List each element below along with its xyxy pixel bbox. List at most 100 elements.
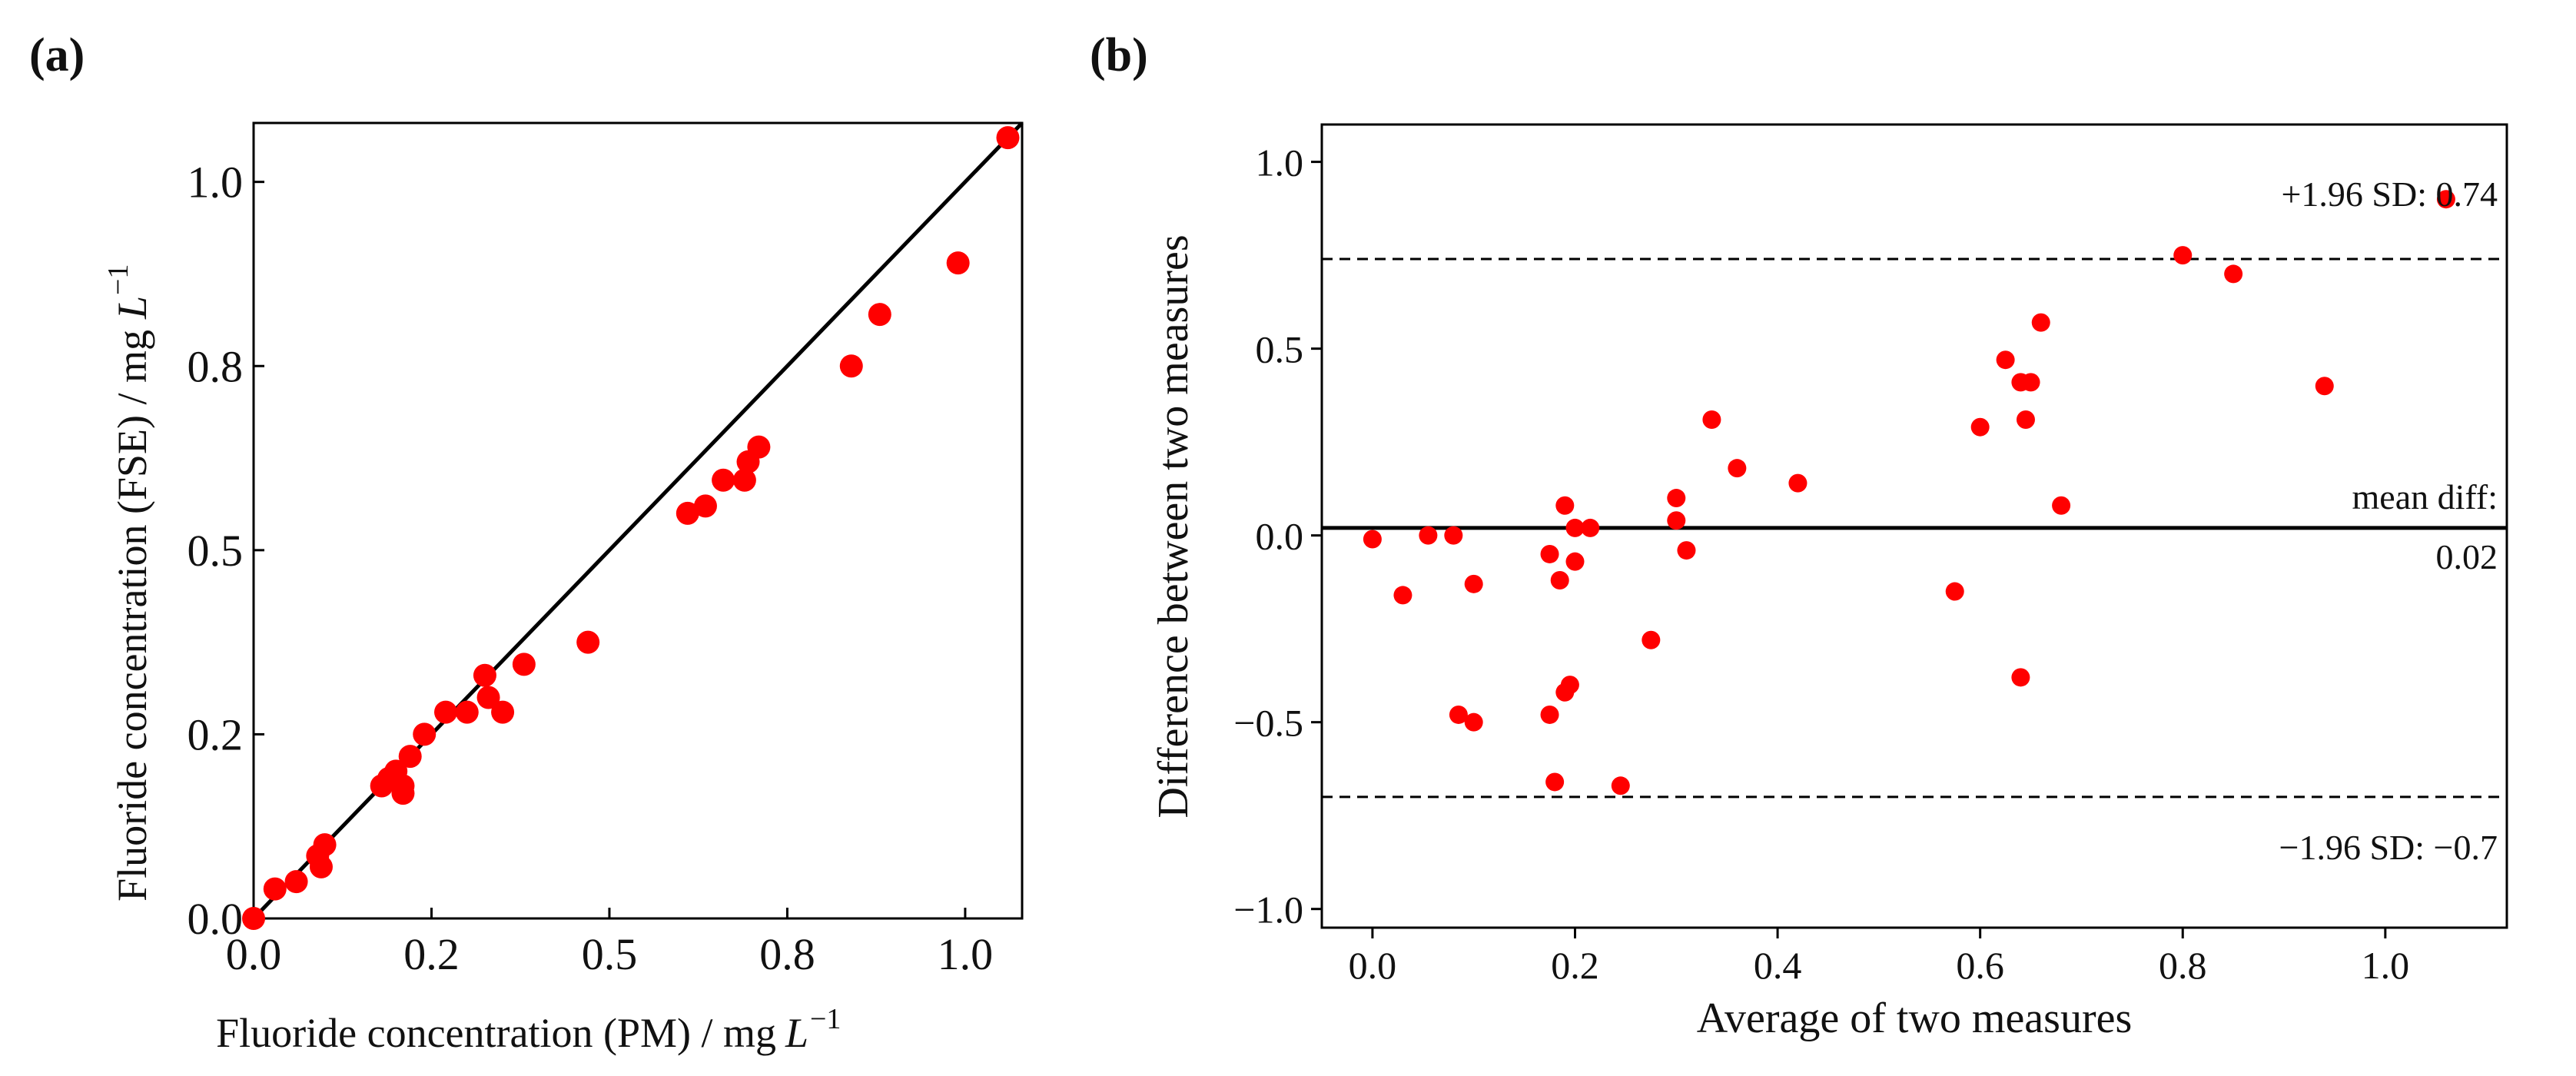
panel-a-x-tick-label: 0.2 <box>403 929 460 979</box>
panel-b-data-point <box>1363 530 1382 549</box>
panel-b-data-point <box>1667 511 1686 530</box>
panel-a-x-tick-label: 0.0 <box>226 929 282 979</box>
panel-a-data-point <box>263 877 287 901</box>
panel-b-data-point <box>1565 518 1585 537</box>
panel-b-data-point <box>1611 776 1630 795</box>
panel-a-data-point <box>676 501 699 525</box>
panel-a-data-point <box>476 686 500 709</box>
panel-b-data-point <box>2016 410 2035 429</box>
panel-a-data-point <box>398 745 422 769</box>
panel-b-data-point <box>1419 526 1438 545</box>
panel-a-data-point <box>996 126 1020 150</box>
panel-b-data-point <box>1945 582 1964 601</box>
panel-b-points <box>1363 190 2455 795</box>
panel-a-y-tick-label: 0.8 <box>188 341 244 391</box>
panel-a-x-axis-unit: L <box>785 1010 808 1056</box>
panel-b-data-point <box>1565 552 1585 571</box>
panel-a-data-point <box>693 494 717 518</box>
panel-b-x-axis-label: Average of two measures <box>1697 995 2133 1042</box>
panel-a-y-tick-label: 0.2 <box>188 709 244 759</box>
panel-a-data-point <box>946 251 970 275</box>
panel-b-data-point <box>1393 586 1412 605</box>
panel-b-data-point <box>1667 489 1686 508</box>
panel-b-data-point <box>1970 417 1990 437</box>
panel-b-data-point <box>1550 570 1569 589</box>
panel-a-data-point <box>284 870 308 894</box>
panel-b-x-tick-label: 0.2 <box>1551 944 1599 987</box>
panel-a-chart: 0.0 0.2 0.5 0.8 1.0 0.0 0.2 0.5 0.8 1.0 Fluoride… <box>102 121 1024 1056</box>
panel-a-x-tick-label: 1.0 <box>938 929 994 979</box>
panel-a-data-point <box>747 435 771 459</box>
panel-b-data-point <box>1464 712 1483 732</box>
panel-b-data-point <box>2436 190 2455 209</box>
panel-b-data-point <box>2315 377 2334 396</box>
panel-a-data-point <box>712 468 735 492</box>
panel-a-data-point <box>413 722 437 746</box>
panel-b-data-point <box>1560 676 1579 695</box>
panel-b-y-tick-label: 0.5 <box>1256 328 1304 371</box>
panel-b-data-point <box>1581 518 1600 537</box>
panel-b-chart: 0.0 0.2 0.4 0.6 0.8 1.0 −1.0 −0.5 0.0 0.5 1.0 +1.… <box>1150 123 2508 1042</box>
panel-b-data-point <box>1545 772 1565 792</box>
panel-a-y-tick-label: 0.0 <box>188 894 244 944</box>
lower-limit-annotation: −1.96 SD: −0.7 <box>2279 828 2498 867</box>
panel-b-y-ticks: −1.0 −0.5 0.0 0.5 1.0 <box>1233 141 1322 932</box>
panel-b-y-tick-label: 0.0 <box>1256 515 1304 558</box>
panel-b-y-tick-label: −0.5 <box>1233 702 1303 745</box>
panel-a-frame <box>252 121 1024 920</box>
panel-a-y-tick-label: 0.5 <box>188 526 244 576</box>
panel-a-data-point <box>576 630 600 654</box>
panel-b-y-tick-label: −1.0 <box>1233 888 1303 932</box>
panel-b-data-point <box>1540 705 1559 724</box>
panel-a-data-point <box>473 663 496 687</box>
panel-b-x-tick-label: 0.8 <box>2159 944 2207 987</box>
panel-a-data-point <box>455 700 479 724</box>
panel-b-x-tick-label: 1.0 <box>2362 944 2410 987</box>
panel-b-y-axis-label: Difference between two measures <box>1150 234 1197 818</box>
panel-b-data-point <box>1444 526 1463 545</box>
mean-diff-annotation-line2: 0.02 <box>2436 537 2498 576</box>
panel-a-data-point <box>491 700 515 724</box>
panel-a-data-point <box>868 303 891 327</box>
panel-a-x-axis-label: Fluoride concentration (PM) / mg <box>216 1010 776 1056</box>
panel-b-data-point <box>1788 473 1808 493</box>
panel-a-y-tick-label: 1.0 <box>188 158 244 208</box>
panel-a-x-ticks: 0.0 0.2 0.5 0.8 1.0 <box>226 908 993 979</box>
panel-b-data-point <box>1540 544 1559 563</box>
panel-b-label: (b) <box>1090 29 1148 81</box>
mean-diff-annotation-line1: mean diff: <box>2352 477 2498 516</box>
panel-a-data-point <box>732 468 756 492</box>
panel-b-data-point <box>1702 410 1721 429</box>
panel-b-data-point <box>2011 668 2030 687</box>
panel-a-y-axis-sup: −1 <box>102 264 134 295</box>
panel-b-x-tick-label: 0.4 <box>1754 944 1802 987</box>
panel-a-data-point <box>434 700 457 724</box>
panel-b-data-point <box>1728 459 1747 478</box>
panel-a-label: (a) <box>29 29 85 81</box>
panel-b-data-point <box>2173 246 2193 265</box>
panel-b-data-point <box>2021 373 2040 392</box>
panel-a-data-point <box>512 653 536 676</box>
panel-a-data-point <box>391 782 415 805</box>
panel-a-y-ticks: 0.0 0.2 0.5 0.8 1.0 <box>188 158 264 944</box>
panel-b-data-point <box>2031 313 2050 332</box>
panel-a-data-point <box>309 855 333 878</box>
panel-a-data-point <box>839 354 863 378</box>
panel-a-data-point <box>313 833 337 857</box>
panel-a-x-axis-sup: −1 <box>810 1003 841 1035</box>
panel-b-x-tick-label: 0.6 <box>1956 944 2004 987</box>
panel-b-x-ticks: 0.0 0.2 0.4 0.6 0.8 1.0 <box>1349 928 2409 987</box>
panel-a-y-axis-label: Fluoride concentration (FSE) / mg <box>109 330 155 902</box>
identity-line <box>252 121 1024 920</box>
panel-a-y-axis-unit: L <box>109 296 155 320</box>
panel-b-data-point <box>2052 496 2071 515</box>
panel-b-data-point <box>1449 705 1468 724</box>
panel-a-x-tick-label: 0.5 <box>582 929 638 979</box>
panel-b-x-tick-label: 0.0 <box>1349 944 1397 987</box>
panel-b-data-point <box>2224 264 2243 284</box>
upper-limit-annotation: +1.96 SD: 0.74 <box>2281 174 2498 214</box>
panel-a-data-point <box>242 907 265 930</box>
panel-a-x-tick-label: 0.8 <box>759 929 815 979</box>
panel-b-data-point <box>1677 541 1696 560</box>
